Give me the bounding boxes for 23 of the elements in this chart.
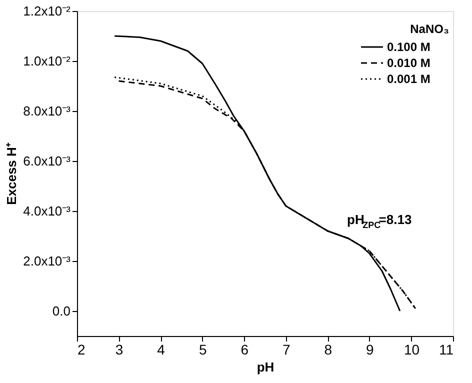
y-tick-label: 1.0x10⁻² bbox=[23, 54, 72, 68]
y-tick-label: 1.2x10⁻² bbox=[23, 4, 72, 18]
y-tick-label: 4.0x10⁻³ bbox=[23, 204, 72, 218]
y-axis-title: Excess H⁺ bbox=[4, 142, 20, 205]
x-tick-label: 5 bbox=[198, 342, 207, 358]
legend-label: 0.010 M bbox=[387, 56, 430, 70]
y-tick-label: 0.0 bbox=[52, 304, 70, 318]
x-tick-label: 7 bbox=[282, 342, 290, 358]
x-tick-label: 3 bbox=[115, 342, 124, 358]
x-tick-label: 11 bbox=[438, 342, 454, 358]
y-tick-label: 6.0x10⁻³ bbox=[23, 154, 72, 168]
legend-label: 0.001 M bbox=[387, 72, 430, 86]
x-tick-label: 2 bbox=[78, 342, 86, 358]
x-tick-label: 10 bbox=[404, 342, 420, 358]
legend-title: NaNO₃ bbox=[410, 22, 449, 36]
x-tick-label: 4 bbox=[157, 342, 166, 358]
y-tick-label: 8.0x10⁻³ bbox=[23, 104, 72, 118]
x-tick-label: 6 bbox=[240, 342, 249, 358]
x-axis-title: pH bbox=[256, 360, 274, 374]
y-tick-label: 2.0x10⁻³ bbox=[23, 254, 72, 268]
legend-label: 0.100 M bbox=[387, 40, 430, 54]
x-tick-label: 9 bbox=[366, 342, 374, 358]
x-tick-label: 8 bbox=[324, 342, 332, 358]
